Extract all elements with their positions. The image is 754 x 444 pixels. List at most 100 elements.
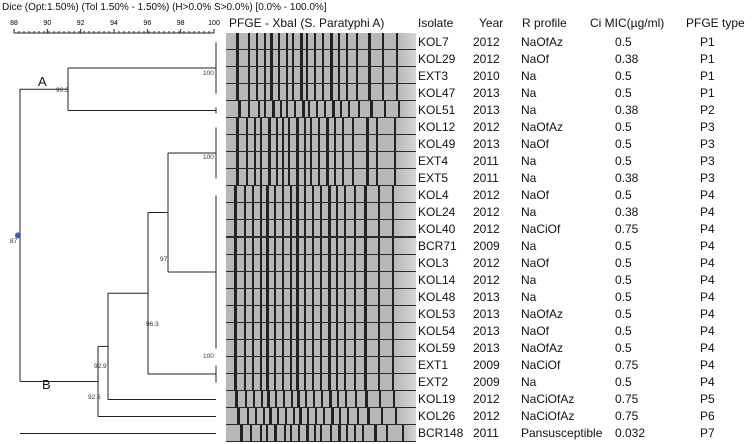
gel-lane <box>226 407 416 424</box>
mic-cell: 0.5 <box>615 256 632 270</box>
pfge-type-cell: P4 <box>700 188 715 202</box>
mic-cell: 0.5 <box>615 137 632 151</box>
table-row: EXT2 2009 Na 0.5 P4 <box>0 374 754 391</box>
mic-cell: 0.5 <box>615 290 632 304</box>
r-profile-cell: NaOf <box>521 137 550 151</box>
year-cell: 2012 <box>473 222 500 236</box>
r-profile-cell: Na <box>521 273 537 287</box>
pfge-type-cell: P1 <box>700 35 715 49</box>
isolate-cell: KOL14 <box>418 273 456 287</box>
year-cell: 2009 <box>473 239 500 253</box>
mic-cell: 0.75 <box>615 222 639 236</box>
pfge-type-cell: P4 <box>700 239 715 253</box>
mic-cell: 0.5 <box>615 273 632 287</box>
year-cell: 2012 <box>473 205 500 219</box>
gel-lane <box>226 305 416 322</box>
gel-lane <box>226 254 416 271</box>
r-profile-cell: Pansusceptible <box>521 426 603 440</box>
isolate-cell: EXT5 <box>418 171 449 185</box>
table-row: KOL54 2013 NaOf 0.5 P4 <box>0 323 754 340</box>
year-cell: 2012 <box>473 120 500 134</box>
pfge-type-cell: P4 <box>700 324 715 338</box>
gel-lane <box>226 169 416 186</box>
node-label: 92.6 <box>88 394 101 401</box>
gel-lane <box>226 288 416 305</box>
r-profile-cell: NaCiOf <box>521 222 561 236</box>
isolate-cell: BCR148 <box>418 426 464 440</box>
pfge-type-cell: P4 <box>700 222 715 236</box>
table-row: KOL12 2012 NaOfAz 0.5 P3 <box>0 119 754 136</box>
year-cell: 2012 <box>473 273 500 287</box>
isolate-cell: KOL24 <box>418 205 456 219</box>
isolate-cell: EXT3 <box>418 69 449 83</box>
year-cell: 2013 <box>473 307 500 321</box>
mic-cell: 0.5 <box>615 69 632 83</box>
mic-cell: 0.5 <box>615 324 632 338</box>
table-row: EXT4 2011 Na 0.5 P3 <box>0 153 754 170</box>
gel-lane <box>226 356 416 373</box>
table-row: KOL48 2013 Na 0.5 P4 <box>0 289 754 306</box>
year-cell: 2010 <box>473 69 500 83</box>
scale-tick-label: 100 <box>208 20 220 27</box>
table-row: KOL29 2012 NaOf 0.38 P1 <box>0 51 754 68</box>
mic-cell: 0.38 <box>615 103 639 117</box>
similarity-header: Dice (Opt:1.50%) (Tol 1.50% - 1.50%) (H>… <box>2 2 327 13</box>
isolate-cell: KOL47 <box>418 86 456 100</box>
col-header-r-profile: R profile <box>522 16 567 30</box>
table-row: KOL47 2013 Na 0.5 P1 <box>0 85 754 102</box>
isolate-cell: EXT2 <box>418 375 449 389</box>
isolate-cell: KOL54 <box>418 324 456 338</box>
pfge-type-cell: P4 <box>700 205 715 219</box>
node-label: 97 <box>160 256 168 263</box>
table-row: KOL49 2013 NaOf 0.5 P3 <box>0 136 754 153</box>
node-label: 100 <box>203 353 214 360</box>
pfge-gel-image <box>226 33 416 442</box>
table-row: BCR71 2009 Na 0.5 P4 <box>0 238 754 255</box>
isolate-cell: KOL59 <box>418 341 456 355</box>
gel-lane <box>226 220 416 237</box>
gel-lane <box>226 424 416 441</box>
r-profile-cell: Na <box>521 375 537 389</box>
isolate-cell: KOL29 <box>418 52 456 66</box>
isolate-cell: KOL26 <box>418 409 456 423</box>
year-cell: 2009 <box>473 375 500 389</box>
gel-lane <box>226 50 416 67</box>
scale-tick-label: 90 <box>43 20 51 27</box>
pfge-type-cell: P3 <box>700 171 715 185</box>
r-profile-cell: Na <box>521 86 537 100</box>
gel-lane <box>226 101 416 118</box>
r-profile-cell: NaOfAz <box>521 341 564 355</box>
r-profile-cell: NaOfAz <box>521 120 564 134</box>
mic-cell: 0.5 <box>615 375 632 389</box>
table-row: KOL19 2012 NaCiOfAz 0.75 P5 <box>0 391 754 408</box>
gel-lane <box>226 203 416 220</box>
gel-lane <box>226 186 416 203</box>
year-cell: 2012 <box>473 52 500 66</box>
r-profile-cell: Na <box>521 154 537 168</box>
pfge-type-cell: P7 <box>700 426 715 440</box>
gel-lane <box>226 33 416 50</box>
scale-tick-label: 96 <box>143 20 151 27</box>
r-profile-cell: Na <box>521 171 537 185</box>
r-profile-cell: NaOfAz <box>521 35 564 49</box>
isolate-cell: KOL12 <box>418 120 456 134</box>
r-profile-cell: NaOf <box>521 256 550 270</box>
table-row: KOL51 2013 Na 0.38 P2 <box>0 102 754 119</box>
isolate-cell: KOL7 <box>418 35 449 49</box>
cluster-label-b: B <box>42 377 51 392</box>
table-row: KOL59 2013 NaOfAz 0.5 P4 <box>0 340 754 357</box>
gel-lane <box>226 118 416 135</box>
gel-title: PFGE - XbaI (S. Paratyphi A) <box>229 16 385 30</box>
isolate-cell: KOL48 <box>418 290 456 304</box>
root-node-marker <box>15 232 21 239</box>
mic-cell: 0.5 <box>615 188 632 202</box>
mic-cell: 0.5 <box>615 239 632 253</box>
col-header-year: Year <box>479 16 504 30</box>
node-label: 100 <box>203 154 214 161</box>
scale-tick-label: 88 <box>10 20 18 27</box>
node-label: 96.3 <box>146 321 159 328</box>
col-header-isolate: Isolate <box>418 16 454 30</box>
gel-lane <box>226 322 416 339</box>
gel-lane <box>226 339 416 356</box>
mic-cell: 0.38 <box>615 171 639 185</box>
